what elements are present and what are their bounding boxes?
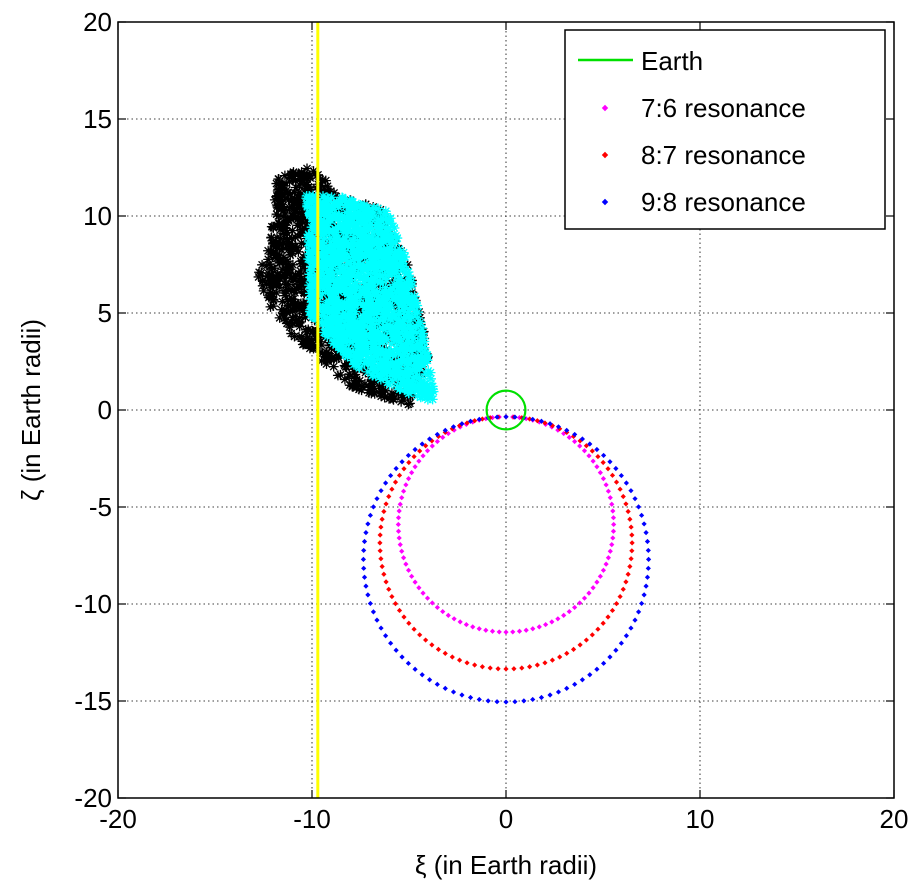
x-tick-label: 10 [686, 804, 715, 834]
cyan-cloud-markers [301, 190, 439, 405]
y-tick-label: -10 [74, 589, 112, 619]
legend: Earth 7:6 resonance 8:7 resonance 9:8 re… [564, 29, 886, 230]
legend-marker-r98 [601, 198, 609, 206]
legend-marker-r76 [601, 104, 609, 112]
y-tick-label: 0 [98, 395, 112, 425]
x-tick-label: 0 [499, 804, 513, 834]
x-tick-label: -10 [293, 804, 331, 834]
earth-circle [485, 389, 527, 431]
legend-r87-label: 8:7 resonance [641, 140, 806, 170]
x-axis-label: ξ (in Earth radii) [415, 850, 597, 880]
y-tick-label: 15 [83, 104, 112, 134]
y-tick-label: -20 [74, 783, 112, 813]
y-tick-label: -5 [89, 492, 112, 522]
legend-r76-label: 7:6 resonance [641, 93, 806, 123]
legend-earth-label: Earth [641, 46, 703, 76]
legend-box [564, 29, 886, 230]
x-tick-label: -20 [99, 804, 137, 834]
x-tick-label: 20 [880, 804, 909, 834]
tick-marks [117, 21, 895, 799]
legend-marker-r87 [601, 151, 609, 159]
y-tick-label: -15 [74, 686, 112, 716]
y-axis-label: ζ (in Earth radii) [16, 319, 46, 501]
tick-labels: -20 -10 0 10 20 -20 -15 -10 -5 0 5 10 15 20 [74, 7, 908, 834]
y-tick-label: 5 [98, 298, 112, 328]
asteroid-clouds [253, 163, 439, 410]
y-tick-label: 20 [83, 7, 112, 37]
y-tick-label: 10 [83, 201, 112, 231]
legend-r98-label: 9:8 resonance [641, 187, 806, 217]
